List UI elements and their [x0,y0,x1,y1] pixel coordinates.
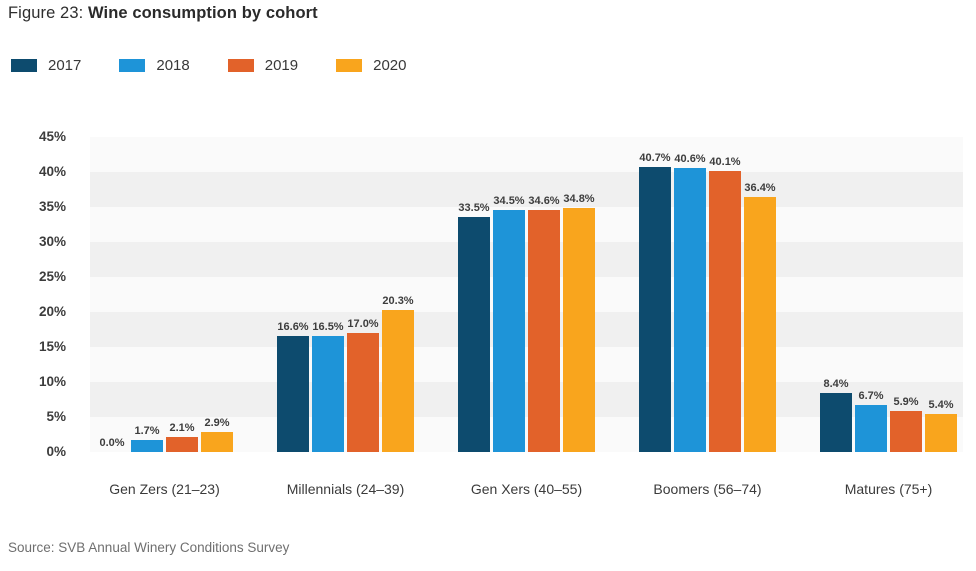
bar-2019: 17.0% [347,318,379,452]
legend-label: 2018 [156,57,190,74]
figure-title-text: Wine consumption by cohort [87,4,318,22]
bar-2018: 40.6% [674,153,706,452]
y-axis-tick-label: 25% [38,269,66,284]
bar-2020: 34.8% [563,193,595,452]
legend-swatch-2020 [336,59,363,72]
legend-label: 2017 [48,57,82,74]
x-axis-category-label: Boomers (56–74) [653,481,762,497]
bar-value-label: 5.9% [893,396,919,408]
bar-2019: 34.6% [528,195,560,452]
x-axis-category-label: Gen Zers (21–23) [109,481,220,497]
bar-value-label: 5.4% [928,399,954,411]
bar-value-label: 34.6% [528,195,560,207]
legend-label: 2020 [373,57,407,74]
bar-group: 40.7% 40.6% 40.1% 36.4% Boomers (56–74) [639,152,776,497]
figure-title: Figure 23: Wine consumption by cohort [8,4,318,23]
bar-value-label: 40.7% [639,152,671,164]
plot-area: 0.0% 1.7% 2.1% 2.9% Gen Zers (21–23) 16.6% 16.… [90,137,963,497]
bar-2019: 5.9% [890,396,922,452]
y-axis-tick-label: 20% [38,304,66,319]
bar-value-label: 34.8% [563,193,595,205]
bar-value-label: 2.9% [204,417,230,429]
y-axis-tick-label: 35% [38,199,66,214]
bar-value-label: 40.6% [674,153,706,165]
bar-groups: 0.0% 1.7% 2.1% 2.9% Gen Zers (21–23) 16.6% 16.… [90,137,963,497]
bar-value-label: 16.5% [312,321,344,333]
bar-value-label: 0.0% [99,437,125,449]
bar-2017: 16.6% [277,321,309,452]
y-axis-tick-label: 0% [46,444,66,459]
legend-label: 2019 [264,57,299,74]
bar-2020: 36.4% [744,182,776,452]
bar-value-label: 17.0% [347,318,379,330]
legend-item-2018: 2018 [119,57,190,74]
legend-item-2017: 2017 [11,57,81,74]
bar-2018: 16.5% [312,321,344,452]
bar-group: 33.5% 34.5% 34.6% 34.8% Gen Xers (40–55) [458,193,595,497]
x-axis-category-label: Gen Xers (40–55) [470,481,583,497]
y-axis-tick-label: 30% [38,234,66,249]
legend-swatch-2018 [119,59,146,72]
bar-value-label: 34.5% [493,195,525,207]
bar-value-label: 6.7% [858,390,884,402]
bar-value-label: 33.5% [458,202,490,214]
y-axis-tick-label: 5% [46,409,66,424]
bar-2020: 20.3% [382,295,414,452]
legend-swatch-2017 [11,59,37,72]
legend-item-2020: 2020 [336,57,407,74]
chart-legend: 2017 2018 2019 2020 [11,57,407,74]
bar-value-label: 2.1% [169,422,195,434]
x-axis-category-label: Matures (75+) [844,481,933,497]
y-axis-tick-label: 10% [38,374,66,389]
y-axis-tick-label: 40% [38,164,66,179]
bar-2017: 40.7% [639,152,671,452]
bar-value-label: 36.4% [744,182,776,194]
bar-group: 8.4% 6.7% 5.9% 5.4% Matures (75+) [820,378,957,497]
x-axis-category-label: Millennials (24–39) [286,481,405,497]
bar-group: 0.0% 1.7% 2.1% 2.9% Gen Zers (21–23) [96,417,233,497]
legend-swatch-2019 [227,59,254,72]
figure-number-label: Figure 23: [8,4,84,22]
bar-2017: 33.5% [458,202,490,452]
bar-group: 16.6% 16.5% 17.0% 20.3% Millennials (24–39) [277,295,414,497]
bar-2017: 8.4% [820,378,852,452]
bar-2018: 6.7% [855,390,887,452]
bar-2018: 34.5% [493,195,525,452]
bar-2020: 2.9% [201,417,233,452]
bar-2019: 2.1% [166,422,198,452]
y-axis-tick-label: 15% [38,339,66,354]
legend-item-2019: 2019 [227,57,299,74]
bar-2018: 1.7% [131,425,163,452]
source-note: Source: SVB Annual Winery Conditions Sur… [8,540,290,555]
bar-value-label: 8.4% [823,378,849,390]
bar-value-label: 40.1% [709,156,741,168]
bar-value-label: 16.6% [277,321,309,333]
bar-2020: 5.4% [925,399,957,452]
bar-value-label: 20.3% [382,295,414,307]
y-axis-tick-label: 45% [38,129,66,144]
bar-value-label: 1.7% [134,425,160,437]
bar-2019: 40.1% [709,156,741,452]
